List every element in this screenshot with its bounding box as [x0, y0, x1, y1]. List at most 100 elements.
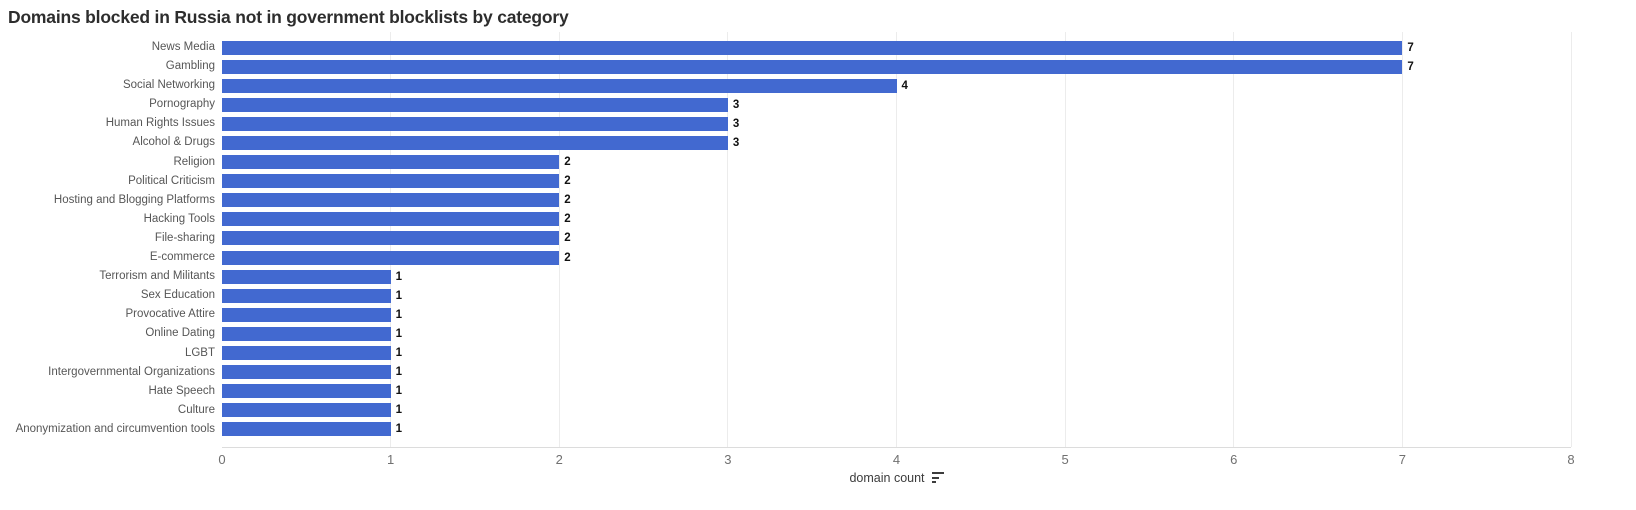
category-label: Human Rights Issues	[105, 117, 215, 130]
bar-row: 1	[222, 420, 1571, 439]
category-label: News Media	[151, 41, 215, 53]
chart-area: News Media Gambling Social Networking Porno…	[0, 32, 1636, 448]
category-label: Social Networking	[122, 79, 215, 92]
gridline	[1064, 32, 1066, 447]
gridline	[558, 32, 560, 447]
bar	[222, 365, 391, 380]
bar-row: 2	[222, 229, 1571, 248]
category-label: Gambling	[165, 60, 215, 73]
bar	[222, 346, 391, 361]
bar	[222, 307, 391, 322]
value-label: 1	[395, 347, 403, 360]
category-label: Political Criticism	[128, 174, 215, 187]
value-label: 7	[1407, 60, 1414, 73]
bar	[222, 155, 560, 170]
bar	[222, 422, 391, 437]
x-tick-label: 7	[1398, 451, 1406, 467]
value-label: 1	[395, 270, 403, 283]
bar	[222, 231, 560, 246]
category-label: Hacking Tools	[143, 212, 215, 225]
value-label: 2	[564, 213, 571, 226]
category-label: File-sharing	[154, 231, 215, 244]
x-tick-label: 4	[892, 451, 901, 467]
bar-row: 2	[222, 191, 1571, 210]
value-label: 2	[564, 156, 571, 169]
bar	[222, 97, 728, 112]
value-label: 7	[1407, 41, 1414, 54]
bar	[222, 78, 897, 93]
bar-rows: 7 7 4 3 3 3 2 2 2 2 2 2 1 1 1 1 1 1 1 1 1	[222, 38, 1571, 439]
category-label: Anonymization and circumvention tools	[15, 422, 215, 435]
value-label: 1	[395, 423, 403, 436]
gridline	[727, 32, 729, 447]
value-label: 2	[564, 232, 571, 245]
bar-row: 1	[222, 286, 1571, 305]
bar	[222, 59, 1403, 74]
category-label: Hate Speech	[148, 384, 216, 397]
bar-row: 1	[222, 363, 1571, 382]
gridline	[1401, 32, 1403, 447]
category-label: LGBT	[184, 346, 215, 359]
bar-row: 2	[222, 210, 1571, 229]
x-tick-label: 2	[555, 451, 563, 467]
category-labels: News Media Gambling Social Networking Porno…	[0, 32, 222, 448]
bar	[222, 326, 391, 341]
bar-row: 1	[222, 324, 1571, 343]
category-label: Alcohol & Drugs	[132, 136, 215, 149]
category-label: Pornography	[149, 98, 215, 111]
bar-row: 1	[222, 401, 1571, 420]
bar-row: 7	[222, 38, 1571, 57]
bar-row: 1	[222, 305, 1571, 324]
bar-row: 7	[222, 57, 1571, 76]
bar-row: 2	[222, 172, 1571, 191]
gridline	[1233, 32, 1235, 447]
category-label: Terrorism and Militants	[99, 270, 215, 283]
x-tick-label: 0	[218, 451, 226, 467]
value-label: 1	[395, 366, 403, 379]
value-label: 2	[564, 175, 571, 188]
bar	[222, 136, 728, 151]
category-label: Hosting and Blogging Platforms	[53, 193, 215, 206]
value-label: 2	[564, 194, 571, 207]
x-axis-title: domain count	[849, 470, 925, 485]
bar-row: 2	[222, 248, 1571, 267]
x-tick-label: 5	[1061, 451, 1069, 467]
bar-row: 3	[222, 114, 1571, 133]
category-label: Online Dating	[145, 327, 215, 340]
bar	[222, 384, 391, 399]
bar	[222, 40, 1403, 55]
bar	[222, 116, 728, 131]
bar	[222, 269, 391, 284]
sort-descending-icon[interactable]	[931, 472, 944, 484]
category-label: Religion	[173, 155, 215, 168]
value-label: 3	[732, 98, 740, 111]
x-axis-title-row: domain count	[222, 471, 1571, 485]
x-axis: 0 1 2 3 4 5 6 7 8	[218, 448, 1574, 470]
category-label: Intergovernmental Organizations	[48, 365, 215, 378]
value-label: 3	[732, 117, 740, 130]
gridline	[1570, 32, 1572, 447]
x-tick-label: 3	[724, 451, 732, 467]
bar	[222, 288, 391, 303]
bar	[222, 250, 560, 265]
value-label: 3	[732, 137, 740, 150]
plot-area: 7 7 4 3 3 3 2 2 2 2 2 2 1 1 1 1 1 1 1 1 1	[222, 32, 1572, 448]
value-label: 1	[395, 308, 403, 321]
bar-row: 1	[222, 267, 1571, 286]
bar-row: 1	[222, 382, 1571, 401]
category-label: E-commerce	[149, 251, 215, 264]
x-tick-label: 1	[387, 451, 395, 467]
bar-row: 2	[222, 153, 1571, 172]
value-label: 1	[395, 289, 403, 302]
category-label: Provocative Attire	[125, 308, 215, 321]
value-label: 1	[395, 327, 403, 340]
bar	[222, 193, 560, 208]
gridline	[896, 32, 897, 447]
bar-row: 1	[222, 344, 1571, 363]
value-label: 4	[901, 79, 908, 92]
bar	[222, 174, 560, 189]
bar-row: 3	[222, 95, 1571, 114]
bar-row: 3	[222, 133, 1571, 152]
category-label: Sex Education	[140, 289, 215, 302]
